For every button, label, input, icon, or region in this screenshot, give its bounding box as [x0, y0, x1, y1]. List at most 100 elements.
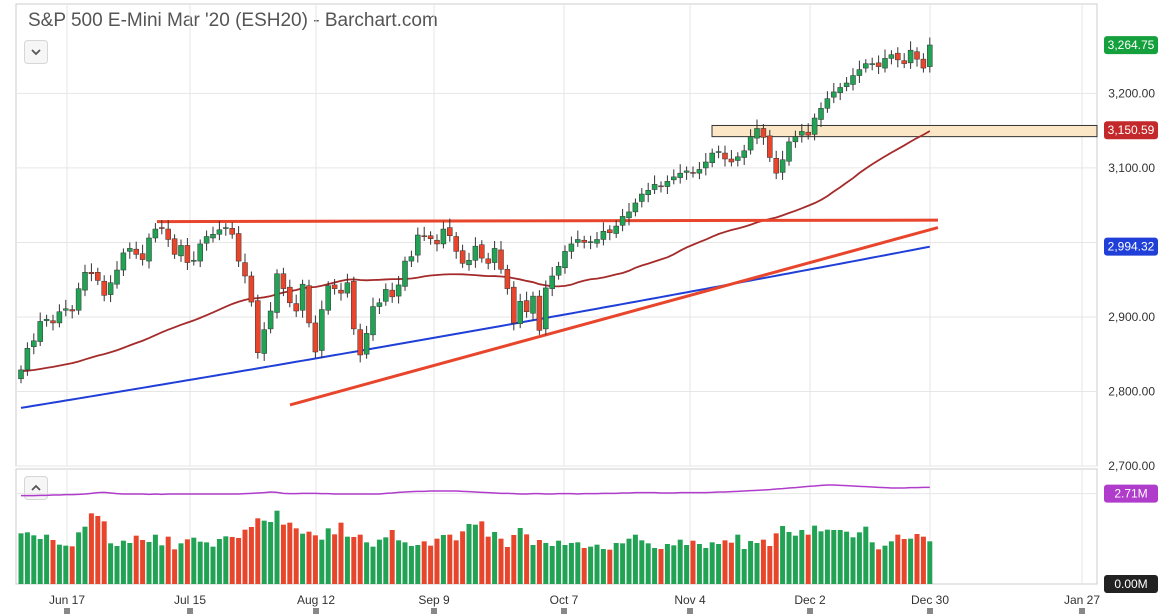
volume-bar [434, 538, 440, 584]
volume-bar [607, 549, 613, 584]
candle-body [95, 272, 101, 281]
candle-body [549, 275, 555, 289]
candle-body [434, 239, 440, 245]
volume-bar [453, 540, 459, 584]
volume-bar [440, 535, 446, 584]
volume-bar [735, 534, 741, 584]
candle-body [197, 243, 203, 262]
volume-bar [280, 524, 286, 584]
volume-bar [216, 539, 222, 584]
volume-bar [210, 546, 216, 584]
candle-body [165, 228, 171, 240]
candle-body [344, 282, 351, 294]
candle-body [472, 245, 479, 261]
x-tick-marker [64, 608, 70, 614]
candle-body [466, 260, 472, 266]
candle-body [805, 131, 811, 136]
candle-body [120, 252, 127, 271]
candle-body [530, 295, 536, 314]
volume-bar [543, 543, 549, 584]
ma-50-line [20, 130, 931, 373]
volume-bar [114, 546, 120, 584]
candle-body [248, 275, 255, 303]
volume-bar [888, 541, 894, 584]
volume-bar [556, 540, 562, 584]
candle-body [568, 243, 575, 252]
volume-bar [728, 542, 734, 584]
x-tick-marker [1079, 608, 1085, 614]
volume-bar [236, 538, 242, 584]
candle-body [792, 136, 799, 143]
volume-bar [594, 544, 600, 584]
volume-bar [120, 540, 126, 584]
volume-bar [812, 525, 818, 584]
candle-body [645, 190, 651, 196]
volume-bar [844, 531, 850, 584]
candle-body [203, 236, 210, 244]
candle-body [69, 309, 75, 312]
candle-body [421, 235, 427, 237]
candle-body [818, 108, 824, 120]
volume-bar [664, 544, 670, 584]
candle-body [869, 63, 875, 65]
moving-averages [20, 130, 931, 409]
y-tick-label: 3,200.00 [1108, 86, 1155, 100]
x-tick-label: Jul 15 [174, 593, 206, 607]
candlesticks [18, 37, 933, 384]
candle-body [101, 280, 107, 296]
volume-bar [428, 545, 434, 584]
volume-bar [402, 542, 408, 584]
candle-body [619, 216, 626, 226]
volume-bar [101, 521, 107, 584]
x-tick-label: Dec 30 [911, 593, 949, 607]
volume-bar [152, 534, 158, 584]
candle-body [408, 256, 415, 262]
candle-body [587, 241, 594, 243]
volume-bar [588, 546, 594, 584]
candle-body [363, 333, 370, 355]
volume-bar [613, 543, 619, 584]
main-panel-frame [15, 3, 1098, 467]
volume-bar [767, 546, 773, 584]
volume-bar [229, 537, 235, 584]
volume-bar [165, 536, 171, 584]
chevron-down-icon [31, 43, 41, 61]
candle-body [133, 248, 139, 255]
volume-bar [357, 534, 363, 584]
ma50-tag-bg [1104, 121, 1158, 140]
candle-body [389, 289, 395, 298]
volume-bar [831, 530, 837, 584]
volume-bar [261, 520, 267, 584]
candle-body [235, 233, 242, 262]
candle-body [504, 269, 511, 289]
volume-zero-tag-label: 0.00M [1114, 577, 1147, 591]
volume-bar [63, 545, 69, 584]
volume-bar [383, 537, 389, 584]
candle-body [562, 251, 568, 269]
volume-bar [632, 534, 638, 584]
candle-body [299, 283, 306, 311]
volume-bar [319, 539, 325, 584]
candle-body [594, 239, 600, 244]
candle-body [139, 253, 146, 260]
chevron-up-icon [31, 479, 41, 497]
candle-body [613, 225, 619, 234]
candle-body [280, 273, 287, 289]
volume-bar [255, 518, 261, 584]
collapse-button[interactable] [24, 40, 48, 64]
candle-body [767, 135, 773, 158]
candle-body [274, 273, 280, 313]
candle-body [479, 244, 485, 259]
grid [15, 3, 1098, 585]
support-trendline [289, 226, 939, 407]
volume-bar [805, 534, 811, 584]
trendlines [156, 218, 939, 407]
volume-bar [415, 545, 421, 584]
volume-bar [364, 542, 370, 584]
candle-body [632, 202, 639, 213]
candle-body [703, 161, 709, 169]
candle-body [843, 82, 850, 87]
candle-body [447, 227, 453, 236]
volume-bar [389, 530, 395, 584]
